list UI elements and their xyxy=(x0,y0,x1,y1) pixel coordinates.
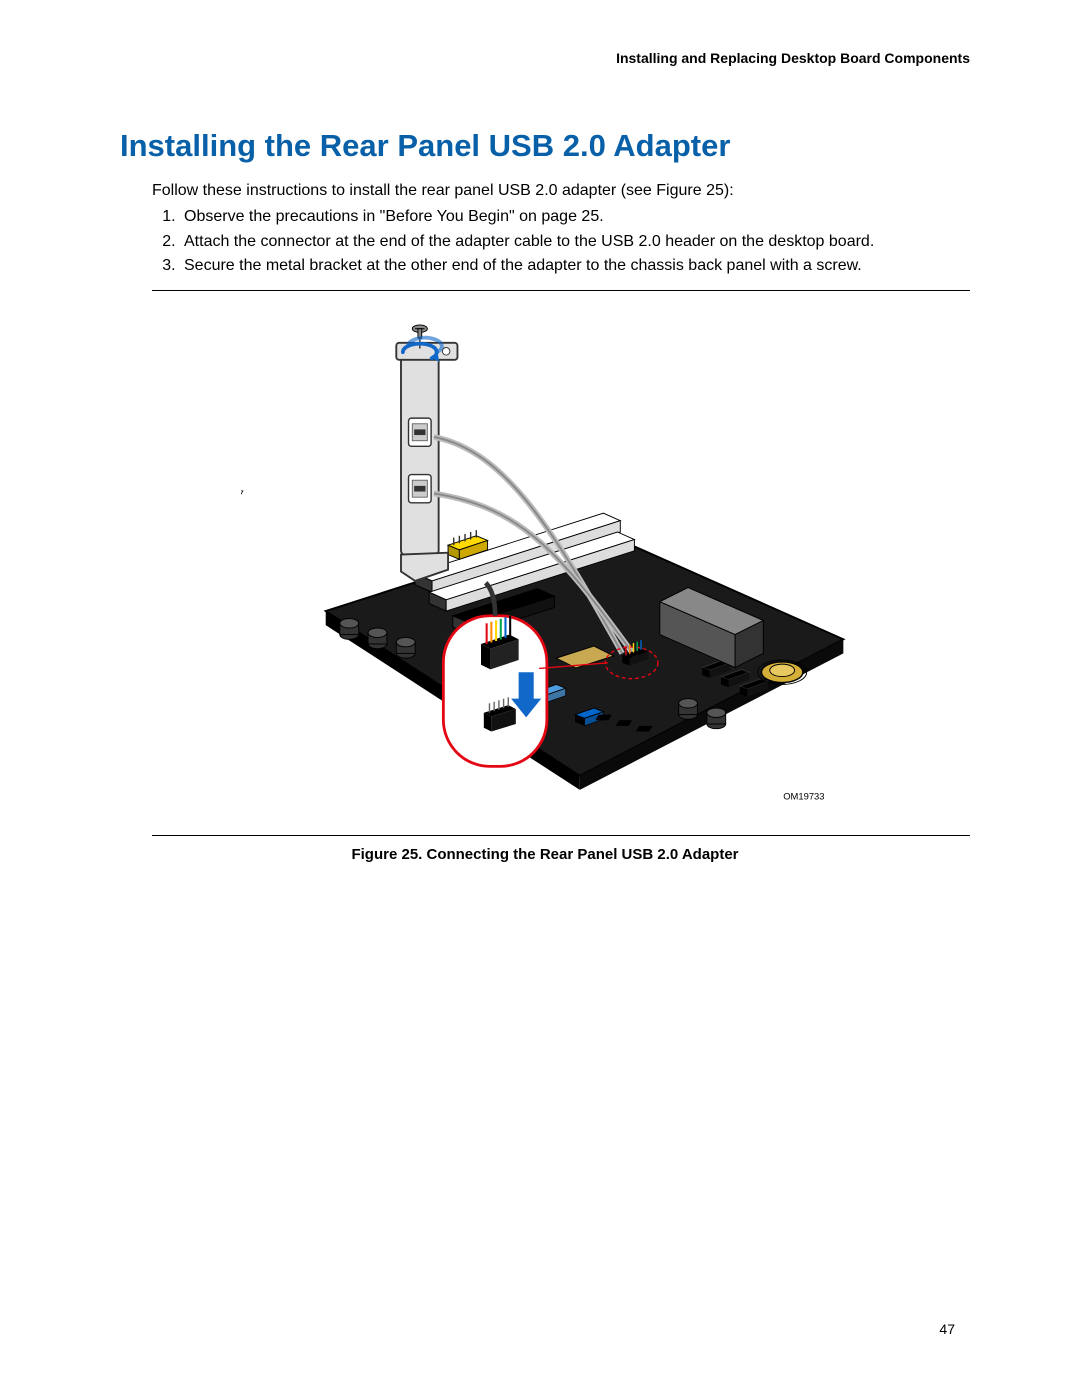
figure-caption: Figure 25. Connecting the Rear Panel USB… xyxy=(120,846,970,863)
list-item: Observe the precautions in "Before You B… xyxy=(180,206,970,228)
instruction-list: Observe the precautions in "Before You B… xyxy=(152,206,970,277)
svg-text:OM19733: OM19733 xyxy=(783,790,824,801)
intro-paragraph: Follow these instructions to install the… xyxy=(152,180,970,202)
figure-container: OM19733 xyxy=(152,290,970,836)
list-item: Attach the connector at the end of the a… xyxy=(180,231,970,253)
list-item: Secure the metal bracket at the other en… xyxy=(180,255,970,277)
motherboard-diagram: OM19733 xyxy=(241,299,881,829)
section-header: Installing and Replacing Desktop Board C… xyxy=(120,50,970,66)
page-heading: Installing the Rear Panel USB 2.0 Adapte… xyxy=(120,128,970,164)
page-number: 47 xyxy=(939,1321,955,1337)
